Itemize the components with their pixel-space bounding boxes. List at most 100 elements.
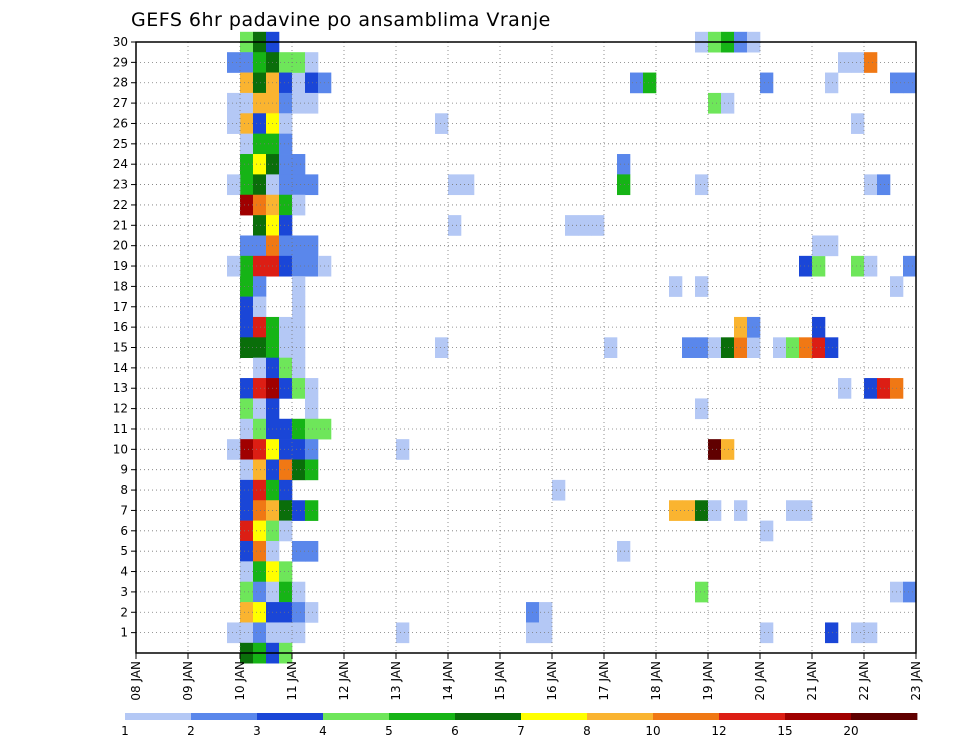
heatmap-cell: [253, 194, 267, 216]
heatmap-cell: [292, 439, 306, 460]
heatmap-cell: [292, 235, 306, 257]
x-tick-label: 13 JAN: [389, 661, 403, 701]
heatmap-cell: [253, 316, 267, 338]
heatmap-cell: [253, 459, 267, 481]
heatmap-cell: [240, 194, 254, 216]
heatmap-cell: [253, 581, 267, 603]
colorbar-swatch: [851, 713, 918, 720]
x-tick-label: 12 JAN: [337, 661, 351, 701]
heatmap-cell: [240, 296, 254, 318]
heatmap-cell: [825, 72, 839, 94]
heatmap-cell: [292, 337, 306, 358]
heatmap-cell: [253, 276, 267, 297]
heatmap-cell: [240, 337, 254, 358]
y-tick-label: 11: [113, 422, 128, 436]
heatmap-cell: [877, 378, 891, 399]
heatmap-cell: [305, 398, 319, 420]
heatmap-cell: [617, 154, 631, 175]
heatmap-cell: [240, 622, 254, 644]
heatmap-cell: [279, 479, 293, 501]
heatmap-cell: [253, 337, 267, 358]
x-tick-label: 08 JAN: [129, 661, 143, 701]
heatmap-cell: [461, 174, 475, 196]
heatmap-cell: [864, 174, 878, 196]
heatmap-cell: [292, 296, 306, 318]
heatmap-cell: [864, 52, 878, 73]
heatmap-cell: [279, 316, 293, 338]
heatmap-cell: [773, 337, 787, 358]
heatmap-cell: [253, 540, 267, 562]
heatmap-cell: [799, 500, 813, 521]
heatmap-cell: [279, 72, 293, 94]
y-tick-label: 7: [120, 503, 128, 517]
heatmap-cell: [292, 72, 306, 94]
heatmap-cell: [292, 602, 306, 623]
y-tick-label: 17: [113, 300, 128, 314]
colorbar-label: 8: [583, 724, 591, 738]
heatmap-cell: [305, 378, 319, 399]
heatmap-cell: [279, 418, 293, 440]
heatmap-cell: [448, 174, 462, 196]
heatmap-cell: [292, 357, 306, 379]
heatmap-cell: [695, 500, 709, 521]
heatmap-cell: [292, 194, 306, 216]
heatmap-cell: [279, 133, 293, 155]
heatmap-cell: [279, 52, 293, 73]
colorbar-label: 20: [843, 724, 858, 738]
x-tick-label: 17 JAN: [597, 661, 611, 701]
colorbar-label: 5: [385, 724, 393, 738]
y-tick-label: 1: [120, 626, 128, 640]
heatmap-cell: [253, 92, 267, 114]
colorbar-swatch: [719, 713, 786, 720]
y-tick-label: 8: [120, 483, 128, 497]
heatmap-cell: [305, 92, 319, 114]
heatmap-cell: [669, 276, 683, 297]
heatmap-cell: [240, 52, 254, 73]
heatmap-cell: [240, 540, 254, 562]
heatmap-cells: [227, 31, 917, 664]
x-tick-label: 14 JAN: [441, 661, 455, 701]
y-tick-label: 20: [113, 239, 128, 253]
heatmap-cell: [435, 337, 449, 358]
colorbar-swatch: [653, 713, 720, 720]
heatmap-cell: [240, 174, 254, 196]
heatmap-cell: [695, 581, 709, 603]
heatmap-cell: [305, 459, 319, 481]
heatmap-cell: [240, 255, 254, 277]
heatmap-cell: [396, 622, 410, 644]
heatmap-cell: [708, 500, 722, 521]
y-tick-label: 21: [113, 218, 128, 232]
x-tick-label: 22 JAN: [857, 661, 871, 701]
heatmap-cell: [747, 337, 761, 358]
heatmap-cell: [253, 296, 267, 318]
heatmap-cell: [799, 337, 813, 358]
heatmap-cell: [448, 215, 462, 236]
x-tick-label: 20 JAN: [753, 661, 767, 701]
y-tick-label: 30: [113, 35, 128, 49]
heatmap-cell: [253, 398, 267, 420]
heatmap-cell: [279, 174, 293, 196]
heatmap-cell: [279, 357, 293, 379]
colorbar-label: 7: [517, 724, 525, 738]
heatmap-cell: [253, 215, 267, 236]
y-tick-label: 13: [113, 381, 128, 395]
heatmap-cell: [253, 72, 267, 94]
heatmap-cell: [279, 154, 293, 175]
heatmap-cell: [812, 316, 826, 338]
heatmap-cell: [253, 235, 267, 257]
heatmap-cell: [279, 439, 293, 460]
x-tick-label: 23 JAN: [909, 661, 923, 701]
heatmap-cell: [305, 72, 319, 94]
heatmap-cell: [253, 133, 267, 155]
heatmap-cell: [305, 500, 319, 521]
heatmap-cell: [851, 52, 865, 73]
heatmap-cell: [305, 439, 319, 460]
heatmap-cell: [760, 622, 774, 644]
heatmap-cell: [279, 194, 293, 216]
heatmap-cell: [903, 72, 917, 94]
heatmap-cell: [305, 540, 319, 562]
colorbar-label: 6: [451, 724, 459, 738]
heatmap-cell: [825, 337, 839, 358]
x-tick-label: 19 JAN: [701, 661, 715, 701]
